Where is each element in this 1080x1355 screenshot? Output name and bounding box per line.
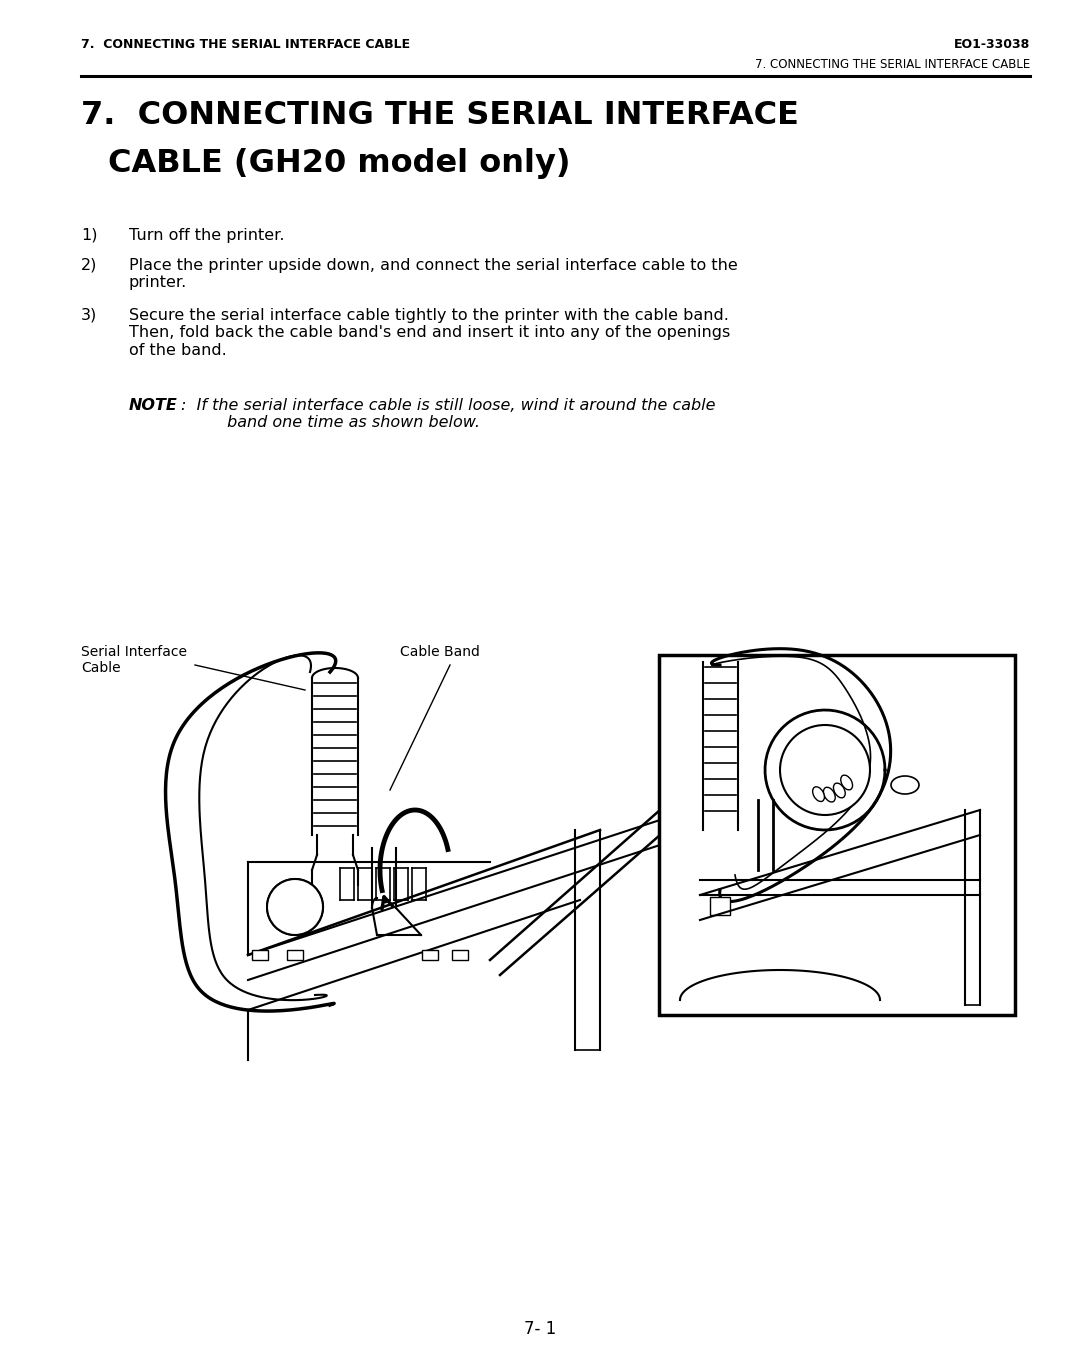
Ellipse shape bbox=[823, 787, 835, 802]
Text: CABLE (GH20 model only): CABLE (GH20 model only) bbox=[108, 148, 570, 179]
Text: Turn off the printer.: Turn off the printer. bbox=[129, 228, 284, 243]
Text: 1): 1) bbox=[81, 228, 97, 243]
Text: EO1-33038: EO1-33038 bbox=[954, 38, 1030, 51]
Text: :  If the serial interface cable is still loose, wind it around the cable
      : : If the serial interface cable is still… bbox=[181, 398, 715, 431]
Text: 7.  CONNECTING THE SERIAL INTERFACE CABLE: 7. CONNECTING THE SERIAL INTERFACE CABLE bbox=[81, 38, 410, 51]
Bar bbox=[659, 654, 1015, 1015]
Ellipse shape bbox=[891, 776, 919, 794]
Text: 7- 1: 7- 1 bbox=[524, 1320, 556, 1337]
Circle shape bbox=[267, 879, 323, 935]
Text: Place the printer upside down, and connect the serial interface cable to the
pri: Place the printer upside down, and conne… bbox=[129, 257, 738, 290]
Bar bbox=[710, 897, 730, 915]
Text: 3): 3) bbox=[81, 308, 97, 322]
Bar bbox=[252, 950, 268, 959]
Bar bbox=[453, 950, 468, 959]
Text: 7.  CONNECTING THE SERIAL INTERFACE: 7. CONNECTING THE SERIAL INTERFACE bbox=[81, 100, 799, 131]
Text: Serial Interface
Cable: Serial Interface Cable bbox=[81, 645, 187, 675]
Text: 2): 2) bbox=[81, 257, 97, 272]
Text: Cable Band: Cable Band bbox=[400, 645, 480, 659]
Text: NOTE: NOTE bbox=[129, 398, 178, 413]
Ellipse shape bbox=[834, 783, 846, 798]
Ellipse shape bbox=[840, 775, 852, 790]
Bar bbox=[287, 950, 303, 959]
Bar bbox=[422, 950, 438, 959]
Text: Secure the serial interface cable tightly to the printer with the cable band.
Th: Secure the serial interface cable tightl… bbox=[129, 308, 730, 358]
Circle shape bbox=[780, 725, 870, 814]
Ellipse shape bbox=[812, 787, 824, 802]
Text: 7. CONNECTING THE SERIAL INTERFACE CABLE: 7. CONNECTING THE SERIAL INTERFACE CABLE bbox=[755, 58, 1030, 70]
